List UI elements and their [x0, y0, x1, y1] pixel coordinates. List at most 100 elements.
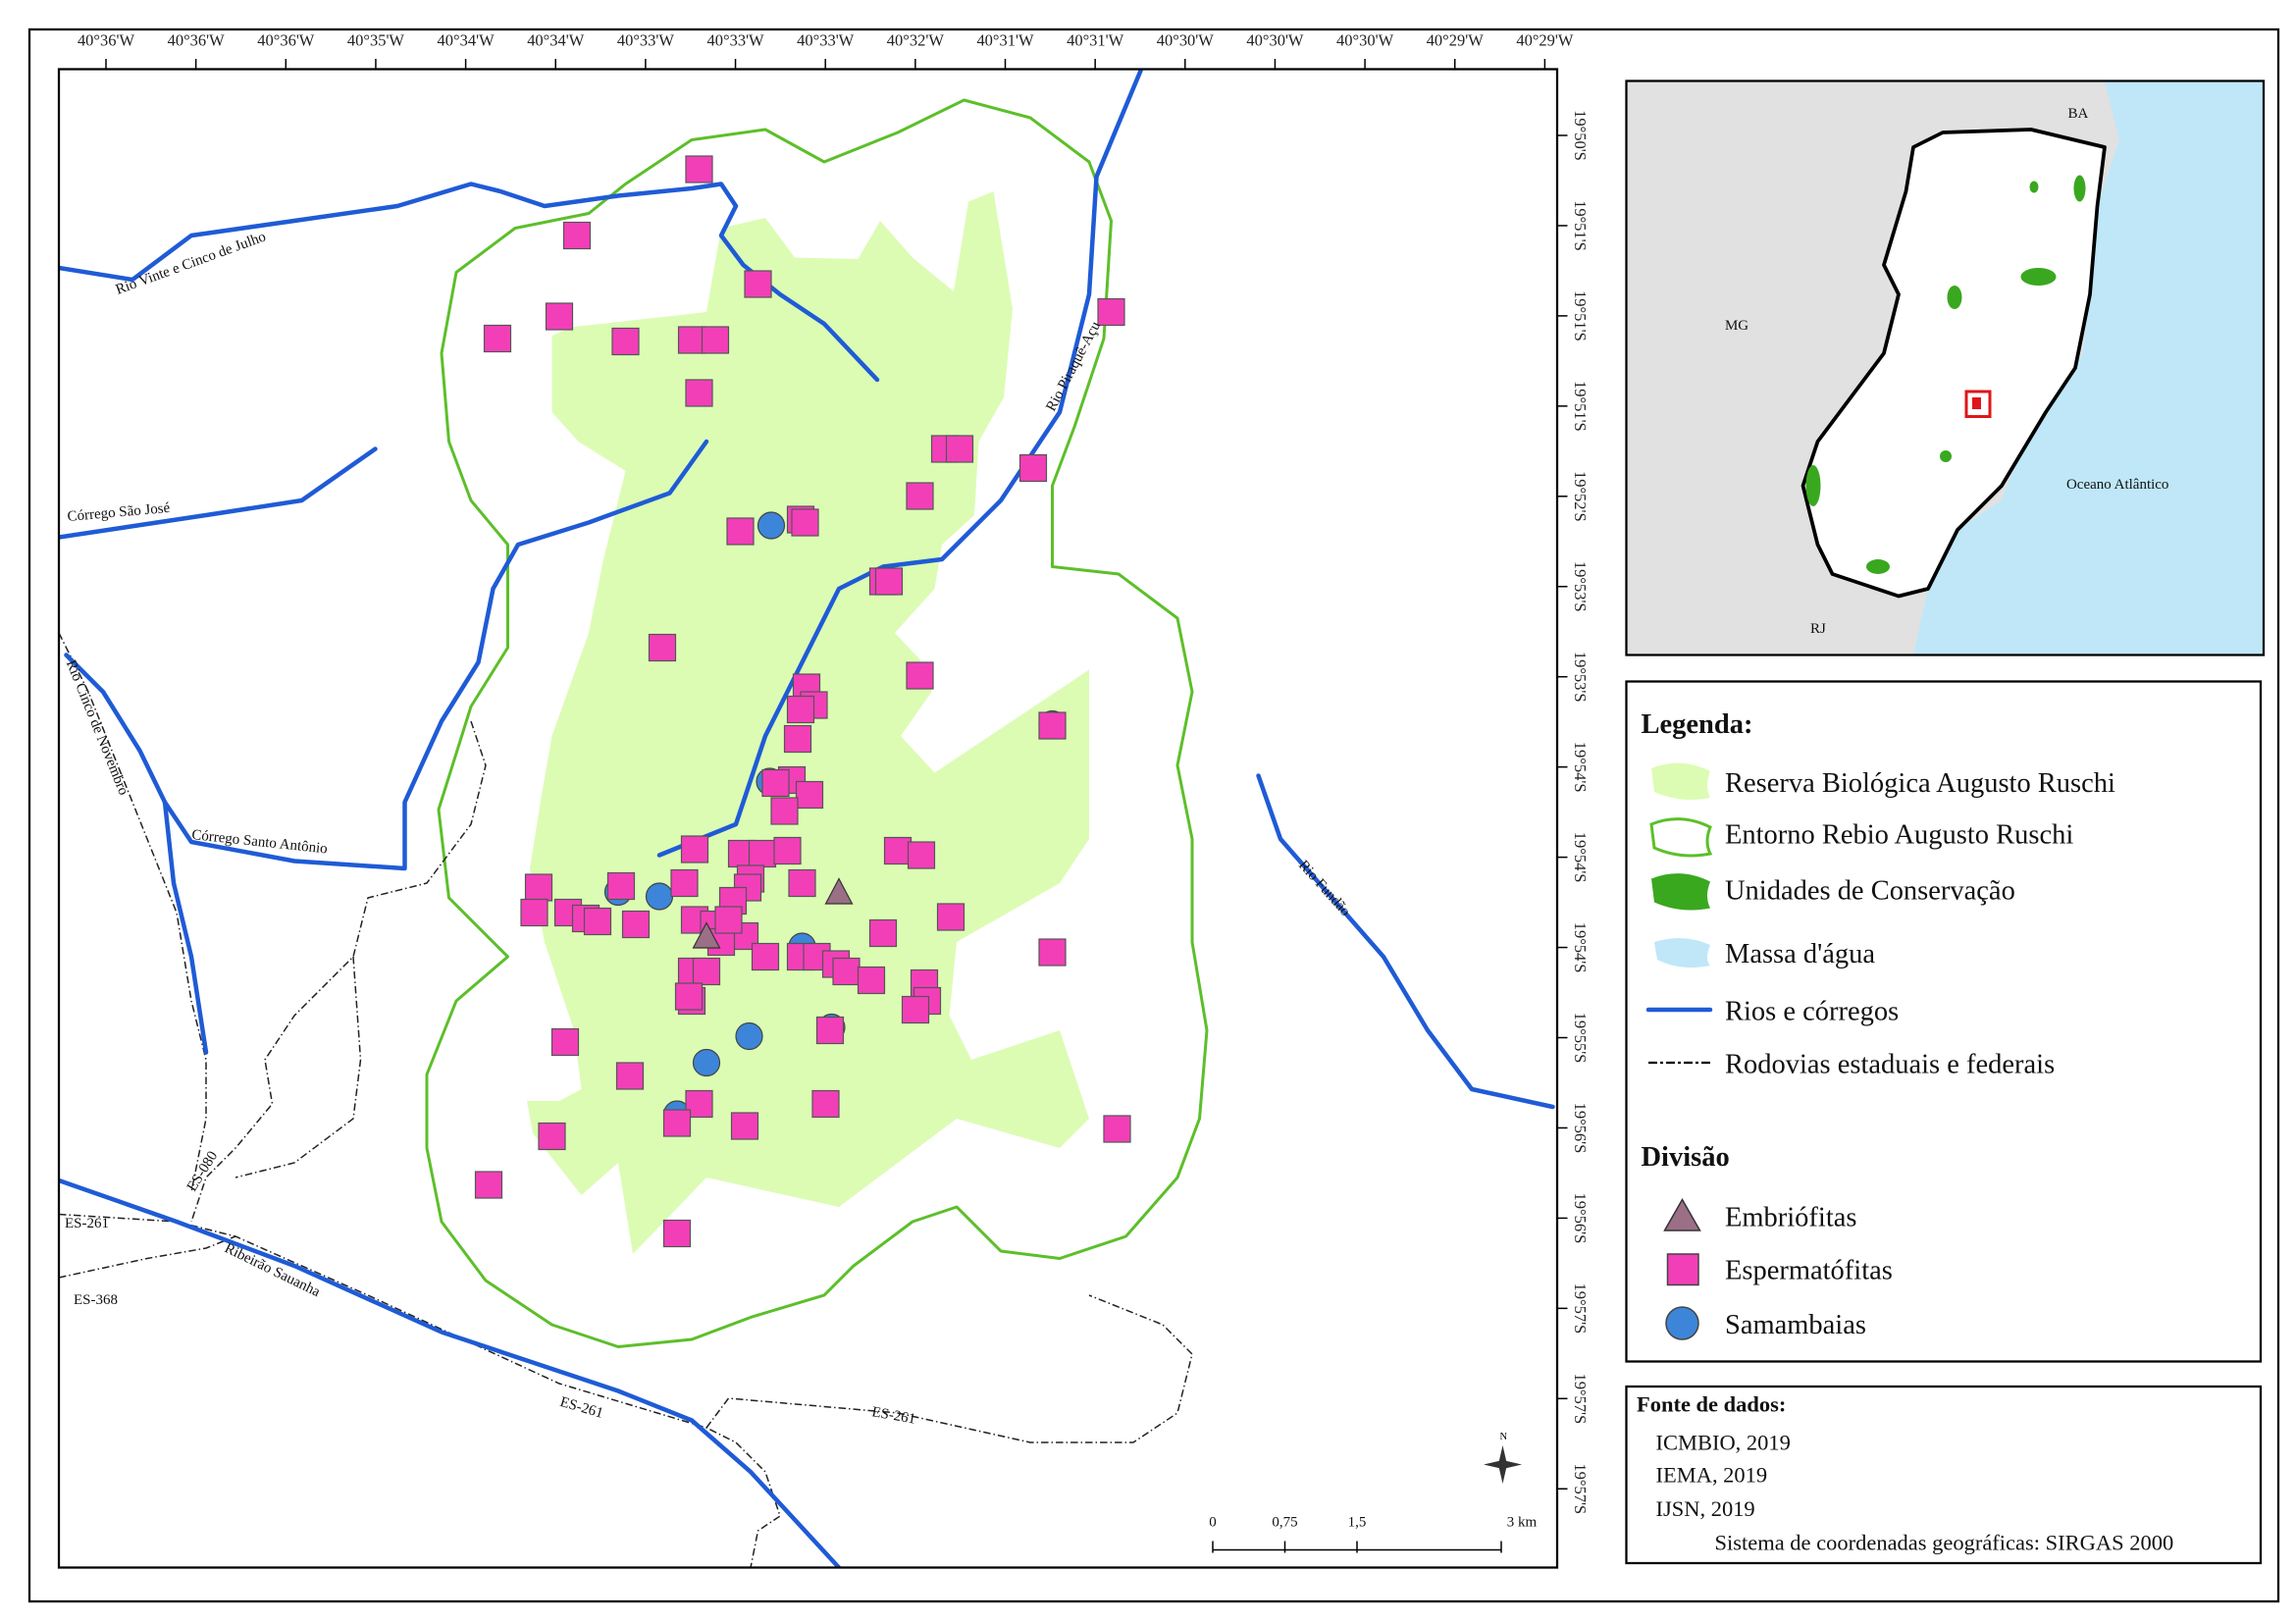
- river-label: Rio Cinco de Novembro: [63, 658, 131, 798]
- longitude-label: 40°35'W: [347, 30, 405, 49]
- espermatofita-point: [815, 1016, 845, 1045]
- latitude-label: 19°51'S: [1571, 381, 1590, 432]
- espermatofita-point: [621, 910, 651, 939]
- samambaia-point: [692, 1048, 721, 1077]
- espermatofita-point: [874, 567, 904, 596]
- espermatofita-point: [791, 508, 819, 537]
- longitude-label: 40°33'W: [617, 30, 675, 49]
- inset-label: MG: [1725, 318, 1748, 334]
- longitude-label: 40°33'W: [797, 30, 855, 49]
- espermatofita-point: [945, 435, 974, 463]
- inset-label: RJ: [1810, 621, 1826, 637]
- longitude-label: 40°36'W: [257, 30, 315, 49]
- latitude-label: 19°57'S: [1571, 1283, 1590, 1334]
- samambaia-point: [735, 1021, 763, 1051]
- espermatofita-point: [550, 1027, 580, 1057]
- espermatofita-point: [674, 982, 704, 1011]
- longitude-label: 40°30'W: [1246, 30, 1304, 49]
- latitude-label: 19°52'S: [1571, 471, 1590, 522]
- espermatofita-point: [857, 966, 886, 995]
- road-label: ES-261: [870, 1404, 916, 1428]
- legend-item: Reserva Biológica Augusto Ruschi: [1725, 768, 2115, 799]
- espermatofita-point: [677, 326, 706, 354]
- road-label: ES-261: [558, 1394, 605, 1422]
- espermatofita-point: [788, 868, 816, 898]
- espermatofita-point: [901, 995, 930, 1024]
- espermatofita-point: [761, 768, 790, 798]
- latitude-label: 19°54'S: [1571, 832, 1590, 883]
- coordinate-labels: 40°36'W 40°36'W 40°36'W 40°35'W 40°34'W 40°34…: [78, 30, 1590, 1514]
- espermatofita-point: [1103, 1115, 1131, 1143]
- espermatofita-point: [615, 1062, 645, 1090]
- longitude-label: 40°31'W: [1067, 30, 1124, 49]
- scale-label: 3 km: [1507, 1514, 1538, 1530]
- legend-item: Rios e córregos: [1725, 996, 1899, 1026]
- espermatofita-point: [751, 942, 780, 971]
- north-label: N: [1499, 1432, 1507, 1442]
- espermatofita-point: [562, 221, 592, 250]
- source-item: IJSN, 2019: [1655, 1496, 1754, 1521]
- road-label: ES-368: [74, 1292, 118, 1308]
- espermatofita-point: [714, 906, 743, 934]
- swatch-buffer: [1649, 817, 1713, 858]
- embriofita-point: [824, 877, 854, 905]
- swatch-samambaias: [1665, 1306, 1699, 1340]
- samambaia-point: [645, 882, 674, 911]
- legend-item: Rodovias estaduais e federais: [1725, 1049, 2055, 1079]
- legend-item: Entorno Rebio Augusto Ruschi: [1725, 819, 2073, 850]
- roads: [59, 632, 1193, 1568]
- espermatofita-point: [524, 873, 553, 902]
- espermatofita-point: [1038, 938, 1067, 967]
- scale-bar: 0 0,75 1,5 3 km: [1209, 1514, 1538, 1553]
- espermatofita-point: [906, 661, 934, 690]
- latitude-label: 19°57'S: [1571, 1463, 1590, 1514]
- latitude-label: 19°50'S: [1571, 110, 1590, 161]
- longitude-label: 40°30'W: [1336, 30, 1394, 49]
- espermatofita-point: [662, 1219, 692, 1248]
- espermatofita-point: [748, 839, 777, 868]
- espermatofita-point: [744, 270, 772, 298]
- longitude-label: 40°36'W: [168, 30, 226, 49]
- north-arrow: N: [1483, 1432, 1522, 1484]
- legend-item: Massa d'água: [1725, 939, 1875, 969]
- inset-map: BA MG RJ Oceano Atlântico: [1625, 79, 2266, 656]
- espermatofita-point: [483, 324, 512, 353]
- swatch-espermatofitas: [1666, 1253, 1699, 1286]
- latitude-label: 19°51'S: [1571, 200, 1590, 251]
- espermatofita-point: [770, 797, 799, 825]
- espermatofita-point: [685, 155, 713, 183]
- legend-item: Unidades de Conservação: [1725, 875, 2015, 906]
- espermatofita-point: [936, 903, 965, 931]
- espermatofita-point: [680, 835, 709, 864]
- latitude-label: 19°53'S: [1571, 652, 1590, 703]
- latitude-label: 19°53'S: [1571, 561, 1590, 612]
- espermatofita-point: [726, 517, 755, 546]
- espermatofita-point: [883, 836, 913, 865]
- espermatofita-point: [811, 1089, 840, 1119]
- latitude-label: 19°57'S: [1571, 1373, 1590, 1424]
- espermatofita-point: [783, 724, 812, 754]
- longitude-label: 40°34'W: [438, 30, 496, 49]
- espermatofita-point: [662, 1109, 692, 1137]
- latitude-label: 19°56'S: [1571, 1193, 1590, 1244]
- espermatofita-point: [583, 907, 612, 936]
- inset-label: Oceano Atlântico: [2066, 477, 2168, 493]
- espermatofita-point: [1097, 297, 1125, 327]
- map-frame: [57, 68, 1559, 1569]
- latitude-label: 19°51'S: [1571, 290, 1590, 341]
- espermatofita-point: [670, 868, 699, 898]
- longitude-label: 40°30'W: [1157, 30, 1215, 49]
- swatch-embriofitas: [1663, 1197, 1701, 1231]
- road-label: ES-261: [65, 1216, 109, 1231]
- swatch-water: [1653, 938, 1710, 968]
- samambaia-point: [757, 511, 786, 540]
- espermatofita-point: [474, 1171, 503, 1199]
- scale-label: 1,5: [1348, 1514, 1367, 1530]
- longitude-label: 40°29'W: [1427, 30, 1485, 49]
- longitude-label: 40°34'W: [527, 30, 585, 49]
- espermatofita-point: [773, 836, 802, 865]
- latitude-label: 19°55'S: [1571, 1013, 1590, 1064]
- legend: Legenda: Reserva Biológica Augusto Rusch…: [1625, 680, 2263, 1363]
- source-item: ICMBIO, 2019: [1655, 1430, 1790, 1454]
